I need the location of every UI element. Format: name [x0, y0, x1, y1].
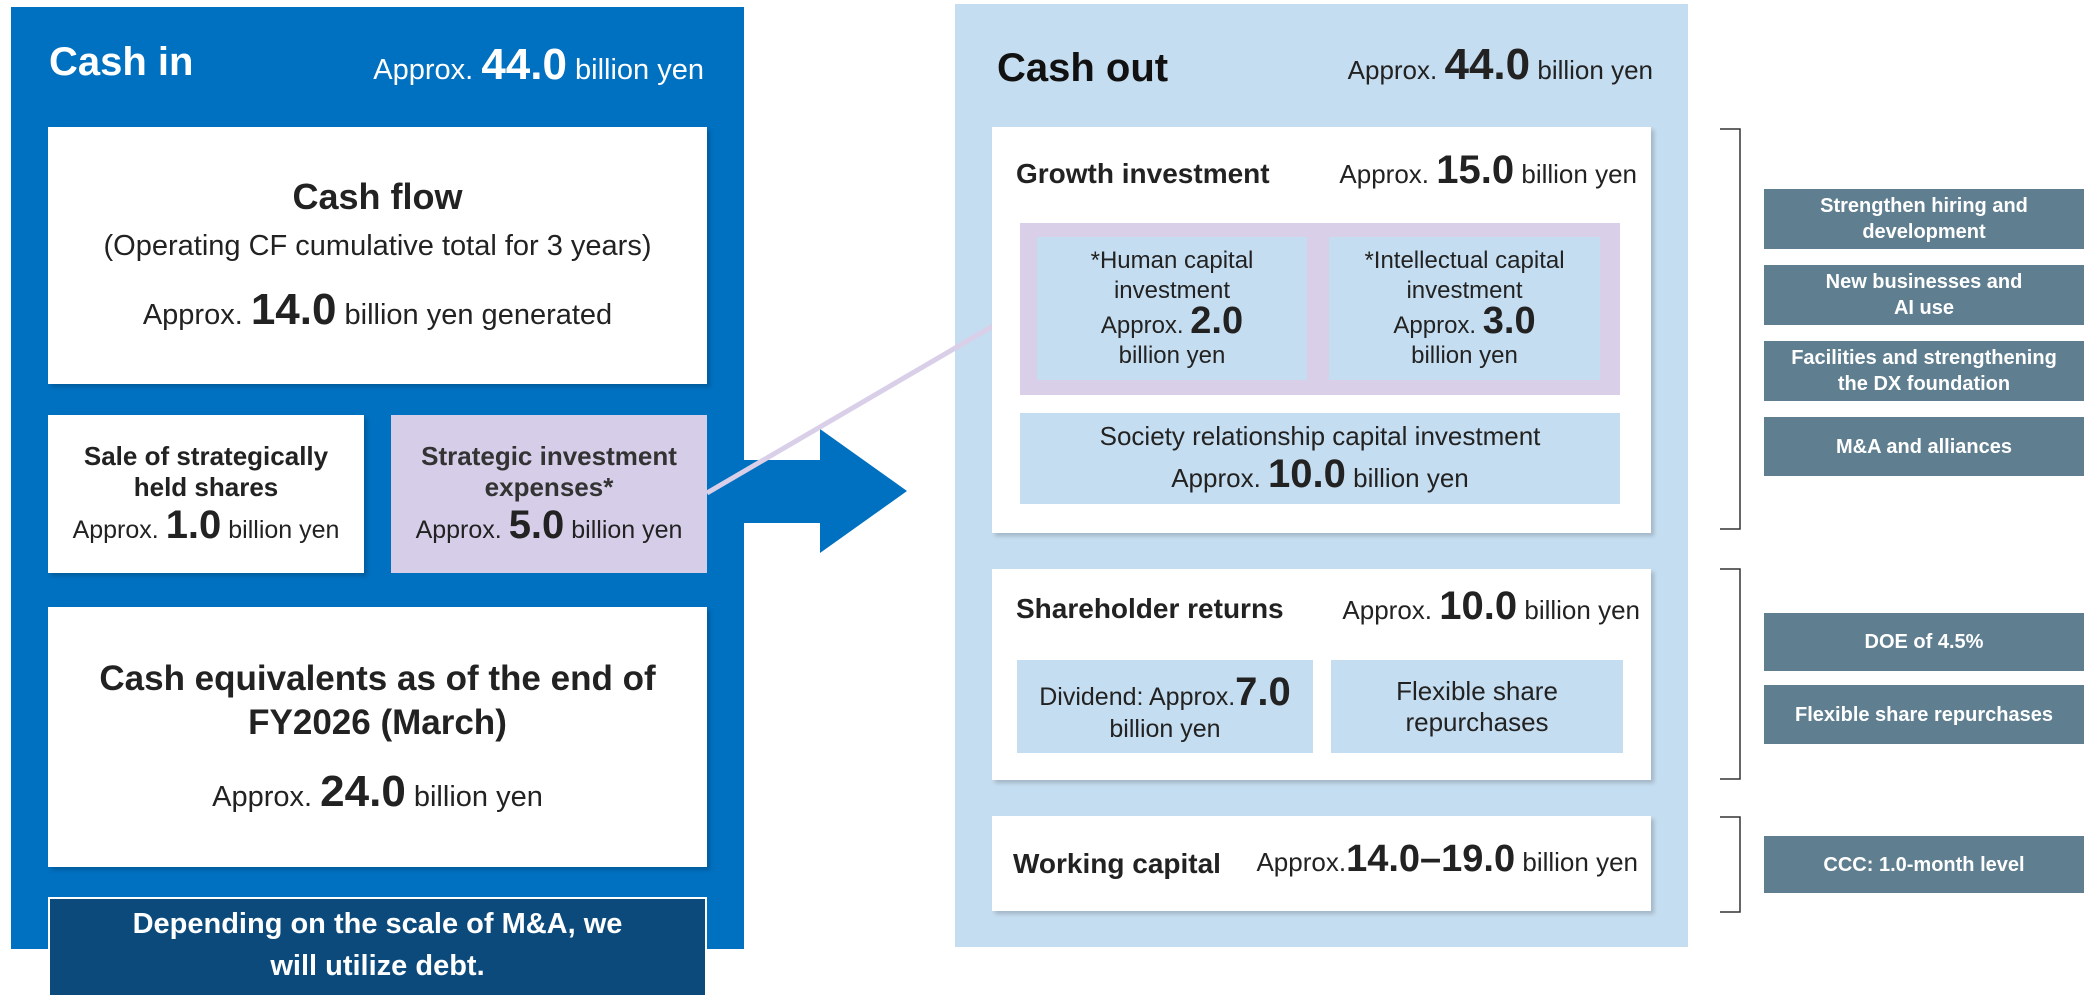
bracket: [1720, 128, 1741, 530]
prefix: Approx.: [72, 515, 159, 544]
amount: 44.0: [481, 40, 567, 89]
title: Sale of strategically held shares: [83, 440, 329, 502]
unit: billion yen: [1537, 55, 1653, 85]
unit: billion yen: [575, 54, 704, 86]
amount: 14.0–19.0: [1346, 838, 1516, 880]
sale-box: Sale of strategically held shares Approx…: [48, 415, 364, 573]
cash-out-title: Cash out: [997, 46, 1169, 90]
link-line: [705, 306, 1024, 496]
amount: 3.0: [1482, 300, 1536, 342]
unit: billion yen: [571, 515, 683, 544]
title: *Human capital investment: [1090, 247, 1254, 304]
title: *Intellectual capital investment: [1364, 247, 1565, 304]
amount: 15.0: [1436, 148, 1515, 192]
unit: billion yen: [1522, 847, 1638, 877]
unit: billion yen: [1118, 342, 1226, 369]
working-amount: Approx.14.0–19.0 billion yen: [1240, 838, 1638, 881]
policy-tag: CCC: 1.0-month level: [1764, 836, 2084, 893]
cash-out-amount: Approx. 44.0 billion yen: [1280, 40, 1653, 90]
prefix: Approx.: [1393, 312, 1477, 339]
amount: 10.0: [1268, 451, 1346, 496]
amount: 7.0: [1235, 669, 1291, 714]
shareholder-amount: Approx. 10.0 billion yen: [1300, 584, 1640, 629]
prefix: Approx.: [1339, 159, 1430, 189]
working-box: [992, 816, 1651, 911]
debt-note: Depending on the scale of M&A, we will u…: [48, 897, 707, 997]
unit: billion yen generated: [344, 299, 613, 331]
intellectual-box: *Intellectual capital investment Approx.…: [1329, 237, 1600, 380]
policy-tag: M&A and alliances: [1764, 417, 2084, 476]
prefix: Approx.: [1342, 595, 1433, 625]
prefix: Dividend: Approx.: [1039, 682, 1236, 711]
cash-flow-box: Cash flow (Operating CF cumulative total…: [48, 127, 707, 384]
title: Strategic investment expenses*: [421, 440, 677, 502]
bracket: [1720, 816, 1741, 913]
prefix: Approx.: [373, 54, 474, 86]
prefix: Approx.: [142, 299, 243, 331]
unit: billion yen: [1411, 342, 1518, 369]
cash-in-title: Cash in: [49, 40, 194, 84]
unit: billion yen: [1524, 595, 1640, 625]
unit: billion yen: [228, 515, 340, 544]
title: Cash equivalents as of the end of FY2026…: [99, 659, 656, 742]
policy-tag: New businesses and AI use: [1764, 265, 2084, 325]
society-box: Society relationship capital investment …: [1020, 413, 1620, 504]
policy-tag: DOE of 4.5%: [1764, 613, 2084, 671]
working-title: Working capital: [1013, 848, 1221, 879]
unit: billion yen: [1109, 714, 1221, 743]
cash-in-amount: Approx. 44.0 billion yen: [352, 40, 704, 90]
amount: 1.0: [165, 502, 222, 547]
cash-equivalents-box: Cash equivalents as of the end of FY2026…: [48, 607, 707, 867]
amount: 10.0: [1439, 584, 1518, 628]
unit: billion yen: [1521, 159, 1637, 189]
amount: 5.0: [508, 502, 565, 547]
human-box: *Human capital investment Approx. 2.0 bi…: [1037, 237, 1307, 380]
growth-title: Growth investment: [1016, 158, 1270, 189]
prefix: Approx.: [1256, 847, 1347, 877]
prefix: Approx.: [415, 515, 502, 544]
amount: 2.0: [1190, 300, 1244, 342]
subtitle: (Operating CF cumulative total for 3 yea…: [103, 230, 652, 262]
prefix: Approx.: [1171, 462, 1261, 493]
amount: 14.0: [250, 285, 337, 334]
policy-tag: Strengthen hiring and development: [1764, 189, 2084, 249]
dividend-box: Dividend: Approx.7.0 billion yen: [1017, 660, 1313, 753]
bracket: [1720, 568, 1741, 780]
flow-arrow: [700, 429, 907, 553]
title: Cash flow: [292, 176, 463, 217]
amount: 44.0: [1444, 40, 1531, 89]
strategic-box: Strategic investment expenses* Approx. 5…: [391, 415, 707, 573]
unit: billion yen: [1353, 462, 1469, 493]
shareholder-title: Shareholder returns: [1016, 593, 1284, 624]
prefix: Approx.: [1100, 312, 1184, 339]
repurchase-box: Flexible share repurchases: [1331, 660, 1623, 753]
policy-tag: Flexible share repurchases: [1764, 685, 2084, 744]
prefix: Approx.: [1347, 55, 1438, 85]
unit: billion yen: [413, 781, 543, 813]
policy-tag: Facilities and strengthening the DX foun…: [1764, 341, 2084, 401]
growth-amount: Approx. 15.0 billion yen: [1300, 148, 1637, 193]
title: Society relationship capital investment: [1099, 420, 1541, 451]
prefix: Approx.: [212, 781, 313, 813]
amount: 24.0: [320, 767, 406, 816]
